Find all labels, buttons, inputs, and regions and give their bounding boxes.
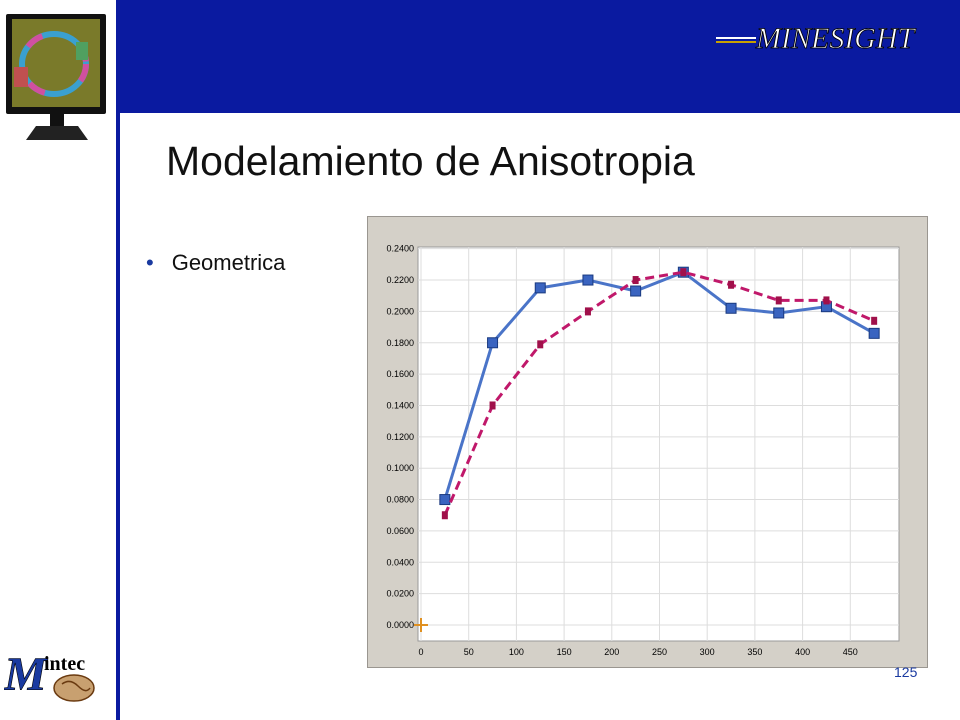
minesight-logo-text: MINESIGHT <box>755 22 917 55</box>
series-2-point <box>680 268 687 277</box>
series-2-point <box>823 296 830 305</box>
series-2-point <box>584 307 591 316</box>
y-tick-label: 0.0800 <box>386 495 414 505</box>
y-tick-label: 0.1200 <box>386 432 414 442</box>
y-tick-label: 0.1600 <box>386 369 414 379</box>
series-2-point <box>489 401 496 410</box>
y-tick-label: 0.1400 <box>386 400 414 410</box>
series-1-line <box>443 270 875 500</box>
series-1-point <box>582 274 594 286</box>
chart-svg: 0 50 100 150 200 250 300 350 400 450 0.0000 0.0200 0… <box>386 244 900 657</box>
series-2-line <box>443 270 875 516</box>
x-tick-label: 250 <box>652 647 667 657</box>
series-2-point <box>632 276 639 285</box>
mintec-logo-letter: M <box>4 648 49 701</box>
x-tick-label: 200 <box>604 647 619 657</box>
page-number: 125 <box>894 664 918 680</box>
series-2-point <box>871 316 878 325</box>
y-tick-label: 0.0600 <box>386 526 414 536</box>
series-2-point <box>537 340 544 349</box>
slide-title: Modelamiento de Anisotropia <box>166 138 695 184</box>
x-tick-label: 450 <box>843 647 858 657</box>
series-2-point <box>775 296 782 305</box>
x-tick-label: 300 <box>700 647 715 657</box>
x-tick-label: 400 <box>795 647 810 657</box>
x-tick-label: 350 <box>747 647 762 657</box>
series-2-point <box>441 511 448 520</box>
left-divider <box>116 0 120 720</box>
series-1-point <box>773 307 785 319</box>
series-1-point <box>534 282 546 294</box>
minesight-logo: MINESIGHT <box>716 22 917 55</box>
series-2-point <box>728 280 735 289</box>
x-tick-label: 50 <box>464 647 474 657</box>
y-tick-label: 0.2000 <box>386 306 414 316</box>
mintec-logo-text: intec <box>44 653 85 675</box>
bullet-item: • Geometrica <box>146 250 285 276</box>
y-tick-label: 0.0200 <box>386 589 414 599</box>
series-1-point <box>487 337 499 349</box>
bullet-icon: • <box>146 250 154 275</box>
variogram-chart: 0 50 100 150 200 250 300 350 400 450 0.0000 0.0200 0… <box>367 216 928 668</box>
x-tick-label: 0 <box>418 647 423 657</box>
x-tick-label: 150 <box>557 647 572 657</box>
series-1-point <box>868 327 880 339</box>
series-1-point <box>725 302 737 314</box>
plot-area <box>417 246 900 642</box>
y-tick-label: 0.2400 <box>386 244 414 254</box>
header-band: MINESIGHT <box>120 0 960 113</box>
y-tick-label: 0.0400 <box>386 557 414 567</box>
bullet-text: Geometrica <box>171 250 286 275</box>
y-tick-label: 0.1800 <box>386 338 414 348</box>
monitor-icon <box>6 14 106 140</box>
series-1-point <box>630 285 642 297</box>
y-tick-label: 0.2200 <box>386 275 414 285</box>
y-tick-label: 0.1000 <box>386 463 414 473</box>
y-tick-label: 0.0000 <box>386 620 414 630</box>
mintec-logo: M intec <box>4 648 95 702</box>
x-tick-label: 100 <box>509 647 524 657</box>
series-1-point <box>439 494 451 506</box>
